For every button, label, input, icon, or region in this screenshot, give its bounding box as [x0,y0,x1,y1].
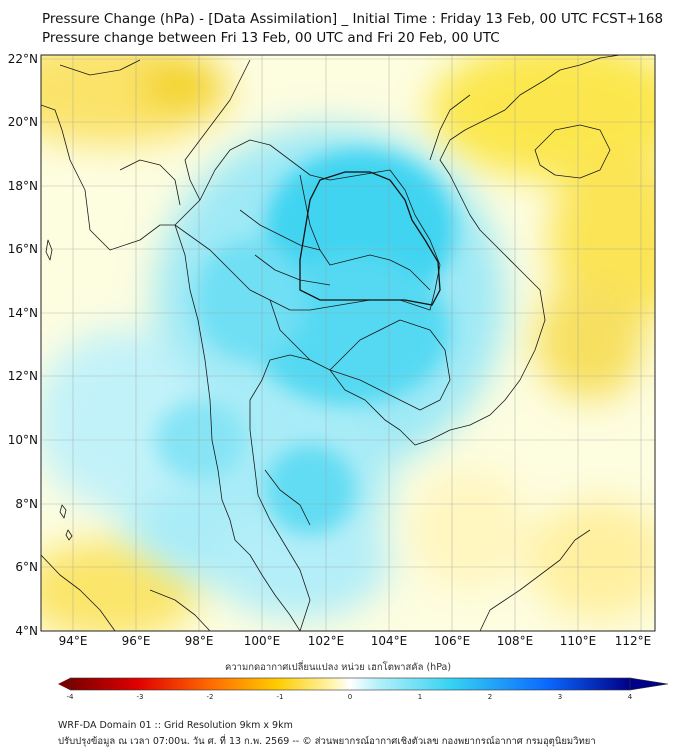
colorbar-tick-label: -2 [207,693,214,701]
lat-label: 6°N [15,560,38,574]
lat-label: 22°N [8,52,38,66]
colorbar-gradient [69,677,631,691]
lat-label: 4°N [15,624,38,638]
colorbar-tick-label: 3 [558,693,562,701]
colorbar-tick-label: 1 [418,693,422,701]
colorbar-max-arrow [629,677,669,691]
lon-label: 94°E [59,634,88,648]
lon-label: 106°E [434,634,471,648]
lon-label: 104°E [371,634,408,648]
positive-core-areas [155,150,455,535]
lon-label: 112°E [615,634,652,648]
lat-label: 10°N [8,433,38,447]
colorbar-ticks: -4 -3 -2 -1 0 1 2 3 4 [67,693,633,701]
lon-label: 110°E [560,634,597,648]
coastlines-borders [41,55,621,631]
lat-label: 16°N [8,242,38,256]
lat-label: 14°N [8,306,38,320]
colorbar-min-arrow [58,678,70,690]
colorbar-tick-label: -1 [277,693,284,701]
map-frame [40,54,656,632]
colorbar-tick-label: -4 [67,693,75,701]
footer-model-info: WRF-DA Domain 01 :: Grid Resolution 9km … [58,720,293,731]
map-field [41,55,655,631]
latitude-labels: 22°N 20°N 18°N 16°N 14°N 12°N 10°N 8°N 6… [8,52,38,638]
colorbar-tick-label: -3 [137,693,144,701]
lat-label: 12°N [8,369,38,383]
colorbar: -4 -3 -2 -1 0 1 2 3 4 [58,677,669,701]
colorbar-tick-label: 4 [628,693,633,701]
longitude-labels: 94°E 96°E 98°E 100°E 102°E 104°E 106°E 1… [59,634,652,648]
chart-subtitle: Pressure change between Fri 13 Feb, 00 U… [42,30,500,46]
highlighted-region-border [299,171,441,306]
colorbar-tick-label: 0 [348,693,352,701]
negative-anomaly-areas [41,55,655,631]
lon-label: 108°E [497,634,534,648]
colorbar-tick-label: 2 [488,693,492,701]
graticule [41,55,655,631]
footer-credit: ปรับปรุงข้อมูล ณ เวลา 07:00น. วัน ศ. ที่… [58,736,596,747]
lon-label: 98°E [185,634,214,648]
lon-label: 102°E [308,634,345,648]
lon-label: 96°E [122,634,151,648]
colorbar-label: ความกดอากาศเปลี่ยนแปลง หน่วย เฮกโตพาสคัล… [224,662,452,673]
chart-title: Pressure Change (hPa) - [Data Assimilati… [42,11,664,27]
lon-label: 100°E [244,634,281,648]
lat-label: 8°N [15,497,38,511]
lat-label: 20°N [8,115,38,129]
lat-label: 18°N [8,179,38,193]
